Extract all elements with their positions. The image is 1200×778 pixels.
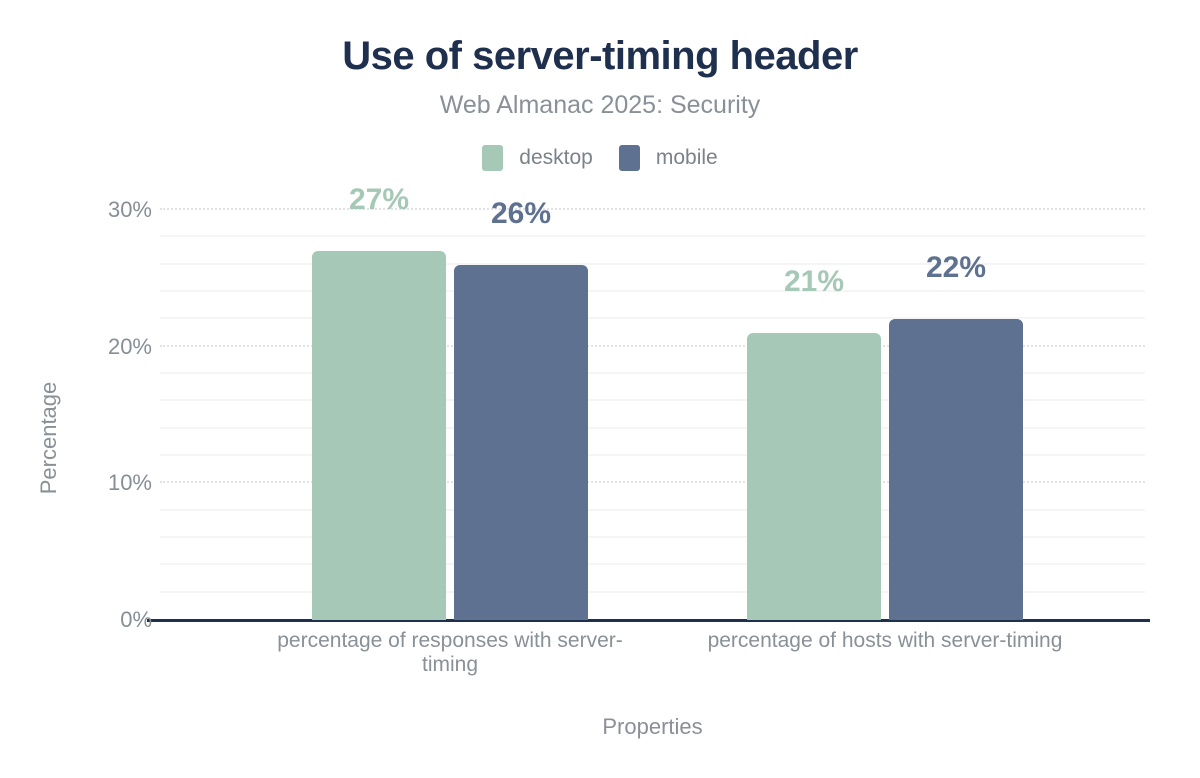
minor-gridline <box>160 262 1145 265</box>
x-axis-title: Properties <box>602 714 703 739</box>
desktop-swatch-icon <box>482 145 504 171</box>
y-tick-label: 0% <box>120 607 152 632</box>
x-tick-label-responses: percentage of responses with server-timi… <box>277 629 623 676</box>
chart-title: Use of server-timing header <box>342 34 858 78</box>
desktop-bar[interactable] <box>312 251 446 620</box>
mobile-value-label: 26% <box>490 196 552 230</box>
y-tick-label: 30% <box>107 196 152 222</box>
legend: desktop mobile <box>0 143 1200 173</box>
y-tick-label: 10% <box>107 470 152 496</box>
y-tick-label: 20% <box>107 333 152 359</box>
legend-label-mobile: mobile <box>655 146 718 169</box>
minor-gridline <box>160 536 1145 538</box>
plot-area: 27% 21% 26% 22% <box>147 183 1150 622</box>
minor-gridline <box>160 317 1145 320</box>
mobile-value-label: 22% <box>925 251 987 285</box>
minor-gridline <box>160 290 1145 292</box>
minor-gridline <box>160 372 1145 374</box>
chart-subtitle: Web Almanac 2025: Security <box>439 91 761 119</box>
minor-gridline <box>160 426 1145 429</box>
mobile-bar[interactable] <box>889 319 1023 620</box>
major-gridline <box>160 208 1145 210</box>
major-gridline <box>160 481 1145 484</box>
x-tick-label-hosts: percentage of hosts with server-timing <box>707 629 1063 652</box>
minor-gridline <box>160 563 1145 566</box>
minor-gridline <box>160 454 1145 456</box>
legend-item-desktop[interactable]: desktop <box>482 145 593 171</box>
legend-item-mobile[interactable]: mobile <box>618 145 718 171</box>
desktop-bar[interactable] <box>747 333 881 620</box>
minor-gridline <box>160 508 1145 511</box>
minor-gridline <box>160 590 1145 593</box>
mobile-bar[interactable] <box>454 264 588 620</box>
mobile-swatch-icon <box>618 145 640 171</box>
desktop-value-label: 27% <box>348 183 410 216</box>
legend-label-desktop: desktop <box>519 146 593 169</box>
minor-gridline <box>160 235 1145 238</box>
x-axis-line <box>147 619 1150 622</box>
minor-gridline <box>160 399 1145 402</box>
desktop-value-label: 21% <box>783 265 845 298</box>
major-gridline <box>160 344 1145 347</box>
